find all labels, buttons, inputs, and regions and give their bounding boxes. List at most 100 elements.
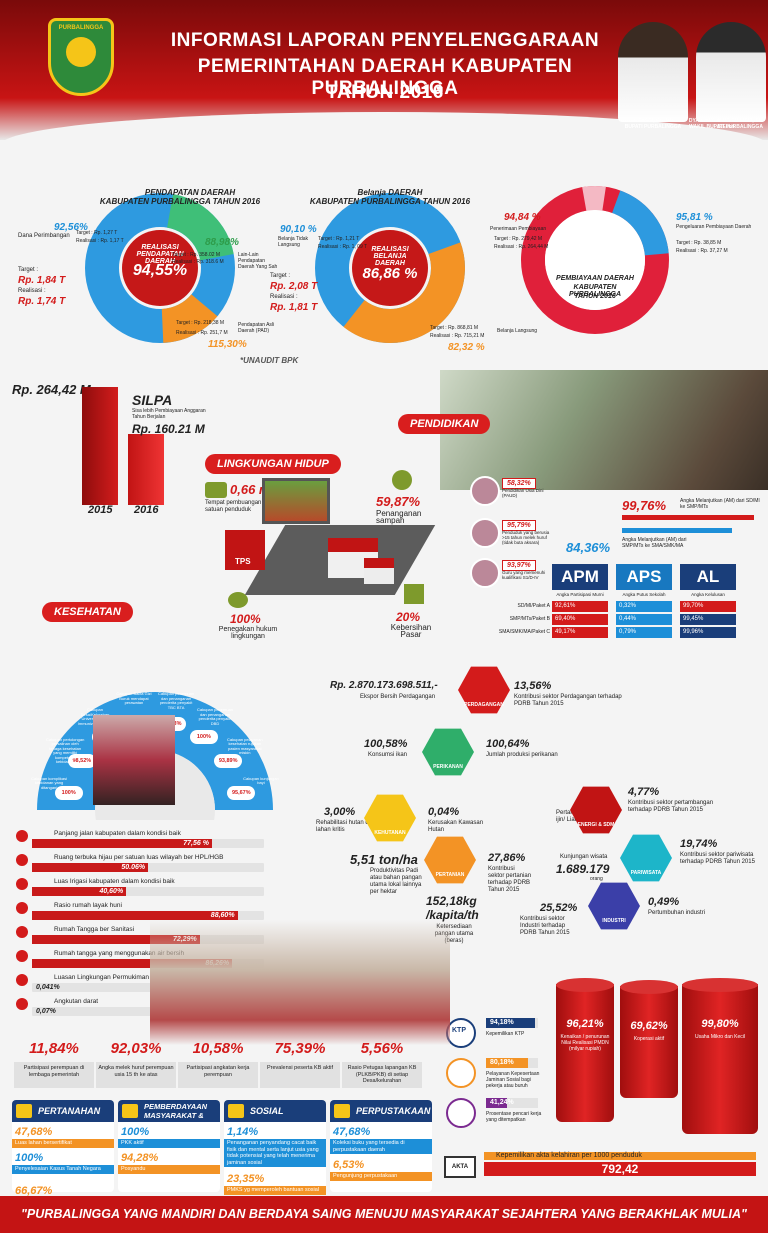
belanja-center-value: 86,86 % xyxy=(362,265,418,282)
kependudukan-fill xyxy=(486,1058,528,1068)
ikan-produksi: 100,64% xyxy=(486,738,530,750)
perdagangan-kontribusi: 13,56% xyxy=(514,680,552,692)
cylinder-body xyxy=(682,984,758,1134)
social-stat-label: Partisipasi angkatan kerja perempuan xyxy=(178,1062,258,1088)
pertanian-kontribusi: 27,86% xyxy=(488,852,526,864)
dana-realisasi: Realisasi : Rp. 1,17 T xyxy=(76,238,124,244)
table-cell-aps: 0,44% xyxy=(616,614,672,625)
card-icon xyxy=(228,1104,244,1118)
kependudukan-icon xyxy=(446,1018,476,1048)
card-item-value: 47,68% xyxy=(333,1126,371,1138)
hukum-value: 100% xyxy=(230,612,261,626)
bl-label: Belanja Langsung xyxy=(497,328,538,334)
lain-pct: 88,98% xyxy=(205,237,239,248)
table-row-label: SMA/SMK/MA/Paket C xyxy=(498,629,550,635)
pendidikan-photo-circle xyxy=(470,476,500,506)
ekspor-label: Ekspor Bersih Perdagangan xyxy=(360,694,436,700)
table-cell-al: 99,45% xyxy=(680,614,736,625)
pendapatan-title1: PENDAPATAN DAERAH xyxy=(144,188,236,197)
official-photo-wakil xyxy=(696,22,766,122)
belanja-target-label: Target : xyxy=(270,273,291,279)
hukum-label: Penegakan hukum lingkungan xyxy=(218,626,278,640)
kependudukan-icon xyxy=(446,1098,476,1128)
donut-charts xyxy=(85,186,669,343)
ekspor-value: Rp. 2.870.173.698.511,- xyxy=(330,680,438,691)
industri-tag: INDUSTRI xyxy=(602,918,626,924)
btl-pct: 90,10 % xyxy=(280,224,317,235)
penerimaan-pct: 94,84 % xyxy=(504,212,541,223)
social-stat-value: 11,84% xyxy=(29,1040,79,1057)
silpa-2015-label: 2015 xyxy=(88,504,113,516)
table-cell-apm: 49,17% xyxy=(552,627,608,638)
perdagangan-kontribusi-label: Kontribusi sektor Perdagangan terhadap P… xyxy=(514,694,622,707)
industri-pertumbuhan: 0,49% xyxy=(648,896,680,908)
pendapatan-center-value: 94,55% xyxy=(132,262,188,279)
pendapatan-realisasi-label: Realisasi : xyxy=(18,288,46,294)
padi-value: 5,51 ton/ha xyxy=(350,852,418,867)
pengeluaran-pct: 95,81 % xyxy=(676,212,713,223)
infra-icon xyxy=(16,878,28,890)
cylinder-top xyxy=(620,980,678,994)
ikan-konsumsi: 100,58% xyxy=(364,738,408,750)
table-cell-al: 99,96% xyxy=(680,627,736,638)
penerimaan-label: Penerimaan Pembiayaan xyxy=(490,226,547,232)
official-photo-bupati xyxy=(618,22,688,122)
sampah-value: 59,87% xyxy=(376,494,421,509)
pertanian-kontribusi-label: Kontribusi sektor pertanian terhadap PDR… xyxy=(488,866,532,893)
pasar-label: Kebersihan Pasar xyxy=(390,623,432,639)
card-item-value: 6,53% xyxy=(333,1159,365,1171)
silpa-bar-2016 xyxy=(128,433,164,505)
industri-kontribusi: 25,52% xyxy=(540,902,578,914)
bl-realisasi: Realisasi : Rp. 715,21 M xyxy=(430,333,485,339)
card-item-value: 47,68% xyxy=(15,1126,53,1138)
pembiayaan-label2: KABUPATEN PURBALINGGA xyxy=(568,284,622,298)
lain-label: Lain-Lain Pendapatan Daerah Yang Sah xyxy=(238,252,278,270)
title-line-1: INFORMASI LAPORAN PENYELENGGARAAN xyxy=(170,30,600,51)
infra-label: Rasio rumah layak huni xyxy=(54,902,122,909)
perikanan-tag: PERIKANAN xyxy=(433,764,463,770)
wisata-kontribusi-label: Kontribusi sektor pariwisata terhadap PD… xyxy=(680,852,755,865)
industri-pertumbuhan-label: Pertumbuhan industri xyxy=(648,910,706,916)
infra-icon xyxy=(16,950,28,962)
card-icon xyxy=(16,1104,32,1118)
pendidikan-item-label: Guru yang memenuhi kualifikasi S1/D-IV xyxy=(502,570,546,580)
infra-label: Angkutan darat xyxy=(54,998,99,1005)
silpa-2016-label: 2016 xyxy=(134,504,159,516)
hutan-rehab: 3,00% xyxy=(324,806,356,818)
kependudukan-label: Kepemilikan KTP xyxy=(486,1031,525,1037)
pad-realisasi: Realisasi : Rp. 251,7 M xyxy=(176,330,228,336)
kesehatan-photo xyxy=(93,715,175,805)
belanja-realisasi: Rp. 1,81 T xyxy=(270,302,318,313)
pendapatan-center-label: REALISASI PENDAPATAN DAERAH xyxy=(136,244,184,265)
pendapatan-title2: KABUPATEN PURBALINGGA TAHUN 2016 xyxy=(99,197,261,206)
btl-realisasi: Realisasi : Rp. 1, 09 T xyxy=(318,244,368,250)
belanja-title2: KABUPATEN PURBALINGGA TAHUN 2016 xyxy=(309,197,471,206)
table-cell-aps: 0,32% xyxy=(616,601,672,612)
card-item-value: 23,35% xyxy=(227,1173,265,1185)
social-stat-label: Prevalensi peserta KB aktif xyxy=(260,1062,340,1088)
pendapatan-realisasi: Rp. 1,74 T xyxy=(18,296,66,307)
table-header: APM xyxy=(552,564,608,590)
card-item-label: Pengunjung perpustakaan xyxy=(330,1172,432,1181)
infra-bar-track xyxy=(32,1007,264,1016)
house-illustration-2 xyxy=(364,558,394,584)
table-subheader: Angka Partisipasi Murni xyxy=(556,592,604,597)
wisata-kontribusi: 19,74% xyxy=(680,838,718,850)
pendidikan-item-label: Penduduk yang berusia >15 tahun melek hu… xyxy=(502,530,550,545)
ktp-icon: KTP xyxy=(452,1027,466,1034)
unaudit-note: *UNAUDIT BPK xyxy=(240,356,299,365)
pendapatan-target: Rp. 1,84 T xyxy=(18,275,66,286)
pasar-value: 20% xyxy=(396,610,421,624)
table-cell-aps: 0,79% xyxy=(616,627,672,638)
infra-bar-fill: 88,60% xyxy=(32,911,238,920)
infra-icon xyxy=(16,926,28,938)
card-item-label: PKK aktif xyxy=(118,1139,220,1148)
card-item-value: 100% xyxy=(15,1152,44,1164)
card-item-value: 66,67% xyxy=(15,1185,53,1197)
card-icon xyxy=(334,1104,350,1118)
infra-label: Rumah tangga yang menggunakan air bersih xyxy=(54,950,185,957)
billboard-image xyxy=(262,478,330,524)
am-smp-bar xyxy=(622,515,754,520)
kesehatan-segment-label: Cakupan pertolongan persalinan oleh tena… xyxy=(46,736,85,765)
fish-icon xyxy=(422,728,474,776)
